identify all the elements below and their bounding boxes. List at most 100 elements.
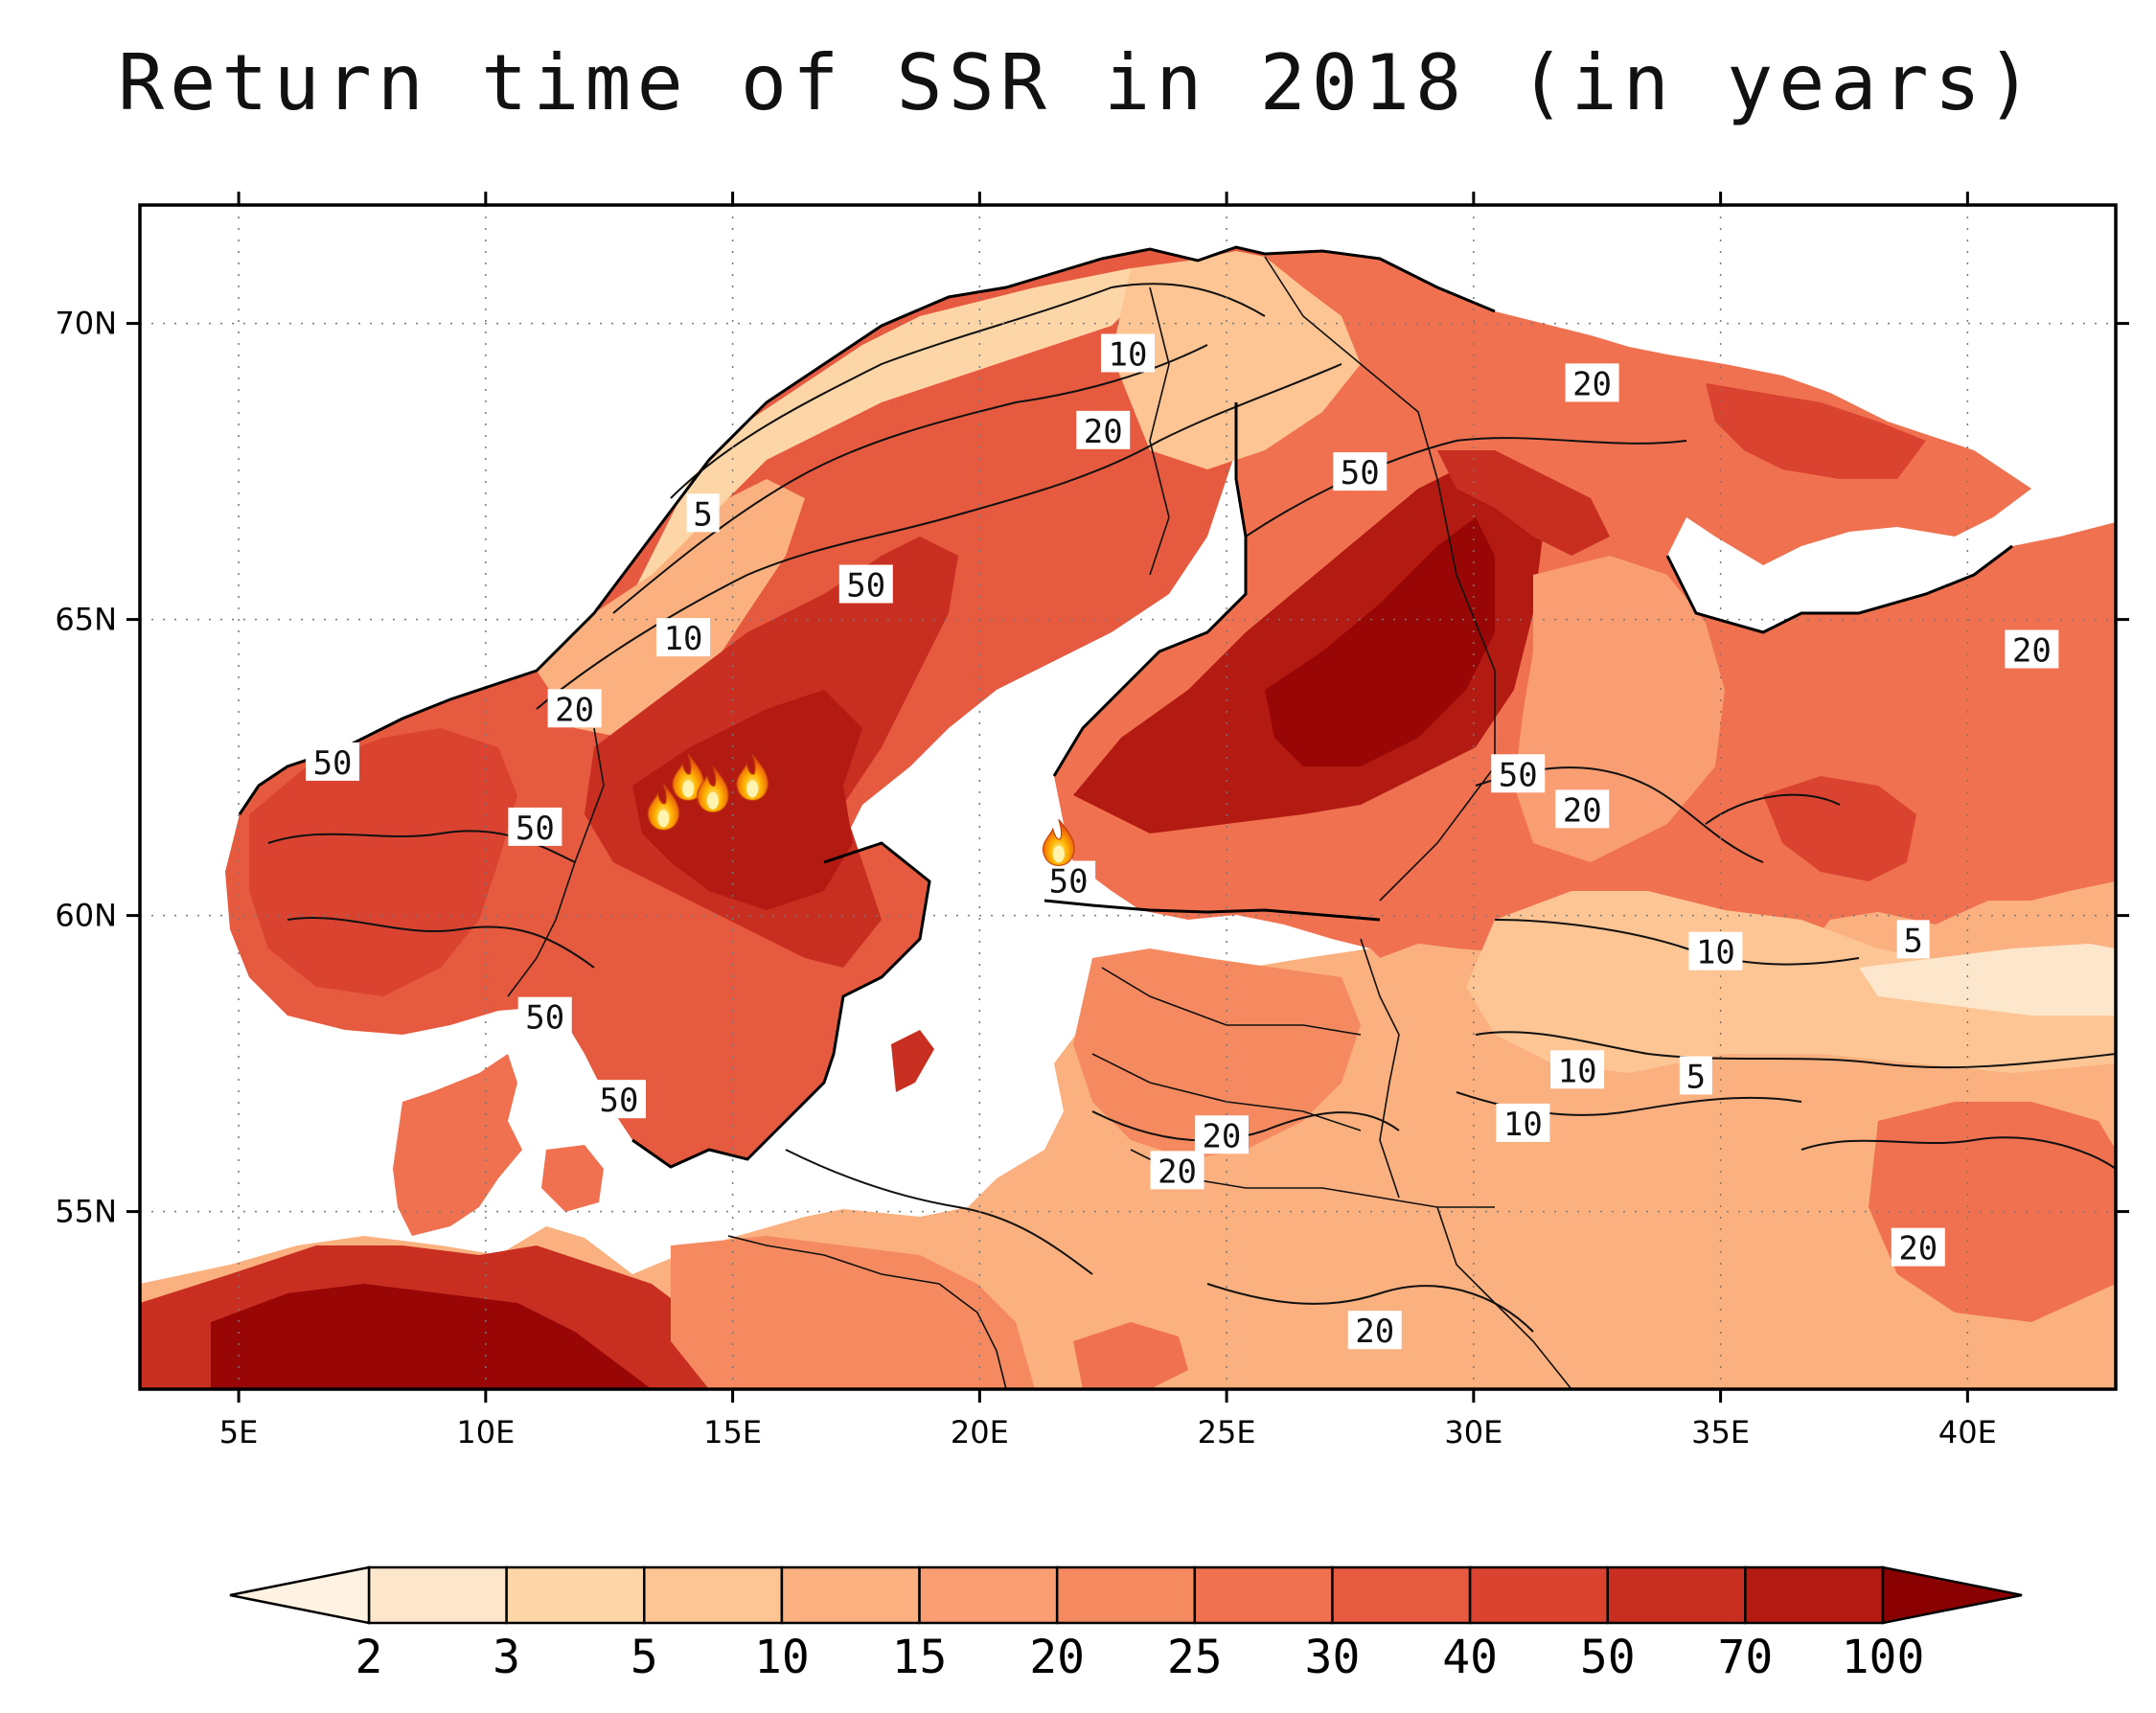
contour-label-text: 10 <box>1696 934 1735 972</box>
colorbar-box <box>1193 1565 1334 1625</box>
contour-label-text: 20 <box>1202 1117 1241 1155</box>
contour-label-text: 10 <box>1558 1052 1597 1090</box>
contour-label: 10 <box>656 618 711 658</box>
colorbar-label: 30 <box>1305 1631 1361 1684</box>
colorbar-label: 20 <box>1029 1631 1085 1684</box>
contour-label: 50 <box>517 996 572 1038</box>
fire-icon <box>736 754 769 802</box>
zone-russia-central <box>1466 891 2116 1073</box>
contour-label: 10 <box>1550 1050 1605 1090</box>
contour-label-text: 10 <box>1109 336 1148 375</box>
colorbar-box <box>1468 1565 1609 1625</box>
latitude-axis: 55N 60N 65N 70N <box>55 306 2129 1230</box>
zone-poland <box>671 1236 1035 1389</box>
land-gotland <box>891 1030 934 1092</box>
lon-tick-label: 25E <box>1198 1414 1256 1450</box>
land-zealand <box>541 1145 604 1212</box>
colorbar: 2 3 5 10 15 20 25 30 40 50 70 100 <box>229 1565 2023 1684</box>
contour-label: 20 <box>1194 1115 1249 1155</box>
fire-markers <box>647 754 1075 867</box>
fire-icon <box>647 783 680 831</box>
lat-tick-label: 55N <box>55 1194 117 1230</box>
colorbar-label: 15 <box>892 1631 948 1684</box>
zone-kola-east <box>1706 383 1926 479</box>
zone-finland-hot <box>1073 460 1543 834</box>
contour-label-text: 10 <box>1503 1106 1543 1144</box>
contour-label-bg <box>656 618 711 657</box>
zone-baltics <box>1073 948 1361 1159</box>
contour-label: 10 <box>1101 333 1155 375</box>
contour-label: 50 <box>1042 860 1096 902</box>
contour-label: 5 <box>1679 1056 1712 1096</box>
colorbar-over-arrow <box>1881 1565 2023 1625</box>
lon-tick-label: 5E <box>219 1414 259 1450</box>
contour-label: 20 <box>1555 789 1610 830</box>
contour-label-bg <box>1896 920 1930 959</box>
zone-skane <box>613 1016 767 1140</box>
contour-label: 10 <box>1688 931 1743 972</box>
contour-label-bg <box>592 1080 647 1119</box>
contour-label-bg <box>1194 1115 1249 1154</box>
contour-label-bg <box>1688 931 1743 971</box>
zone-russia-cool <box>1859 944 2116 1016</box>
contour-label-bg <box>838 564 893 604</box>
colorbar-label: 25 <box>1167 1631 1223 1684</box>
contour-label-bg <box>1150 1151 1204 1190</box>
contour-label-bg <box>1496 1103 1550 1142</box>
flame-core <box>657 810 670 828</box>
contour-label-bg <box>306 742 360 781</box>
contour-label-bg <box>1347 1311 1402 1350</box>
contour-label-text: 20 <box>2012 632 2052 671</box>
contour-label-text: 50 <box>846 567 885 605</box>
longitude-axis: 5E 10E 15E 20E 25E 30E 35E 40E <box>219 192 1997 1450</box>
country-borders <box>507 256 1572 1389</box>
zone-germany-hot <box>211 1284 652 1389</box>
contour-label-bg <box>2005 629 2059 669</box>
contour-label-bg <box>547 689 602 728</box>
flame-outer <box>647 783 680 831</box>
contour-label: 20 <box>2005 629 2059 671</box>
contour-label: 10 <box>1496 1103 1550 1144</box>
contour-label-bg <box>1101 333 1155 373</box>
contour-label-bg <box>1891 1227 1945 1267</box>
contour-label-text: 20 <box>1355 1313 1394 1351</box>
contour-label-text: 20 <box>1084 413 1123 451</box>
contour-label-bg <box>1550 1050 1605 1089</box>
zone-norway-coast <box>537 479 805 738</box>
colorbar-box <box>1055 1565 1197 1625</box>
lon-tick-label: 20E <box>951 1414 1009 1450</box>
zone-karelia-hot <box>1763 776 1916 881</box>
contour-label: 50 <box>1491 754 1546 794</box>
colorbar-label: 70 <box>1717 1631 1773 1684</box>
colorbar-box <box>1331 1565 1472 1625</box>
contour-label-text: 20 <box>1563 791 1602 830</box>
contour-label-text: 20 <box>1572 365 1612 403</box>
fire-icon <box>697 765 729 813</box>
colorbar-label: 100 <box>1842 1631 1925 1684</box>
lon-tick-label: 15E <box>703 1414 762 1450</box>
contour-label-text: 50 <box>600 1082 639 1120</box>
contour-label-text: 20 <box>1898 1230 1938 1268</box>
zone-finland-core <box>1265 517 1495 766</box>
contour-label: 5 <box>686 493 720 534</box>
colorbar-label: 2 <box>356 1631 383 1684</box>
colorbar-under-arrow <box>229 1565 371 1625</box>
graticule <box>140 205 2116 1389</box>
contour-label: 20 <box>1891 1227 1945 1268</box>
fire-icon <box>1042 819 1075 867</box>
colorbar-box <box>918 1565 1059 1625</box>
contour-label: 20 <box>1076 410 1131 451</box>
zone-kola-band <box>1437 450 1610 556</box>
contour-label: 50 <box>838 564 893 605</box>
return-time-field <box>140 247 2116 1389</box>
contour-label: 20 <box>1565 363 1619 403</box>
lat-tick-label: 70N <box>55 306 117 342</box>
contour-label-bg <box>1042 860 1096 900</box>
contour-label-text: 5 <box>1903 922 1922 960</box>
map-title: Return time of SSR in 2018 (in years) <box>117 38 2039 127</box>
contour-label-text: 50 <box>313 744 353 783</box>
lon-tick-label: 35E <box>1691 1414 1750 1450</box>
zone-finnmark <box>1112 251 1361 469</box>
contour-label-bg <box>517 996 572 1036</box>
contour-label-text: 20 <box>1158 1153 1197 1191</box>
